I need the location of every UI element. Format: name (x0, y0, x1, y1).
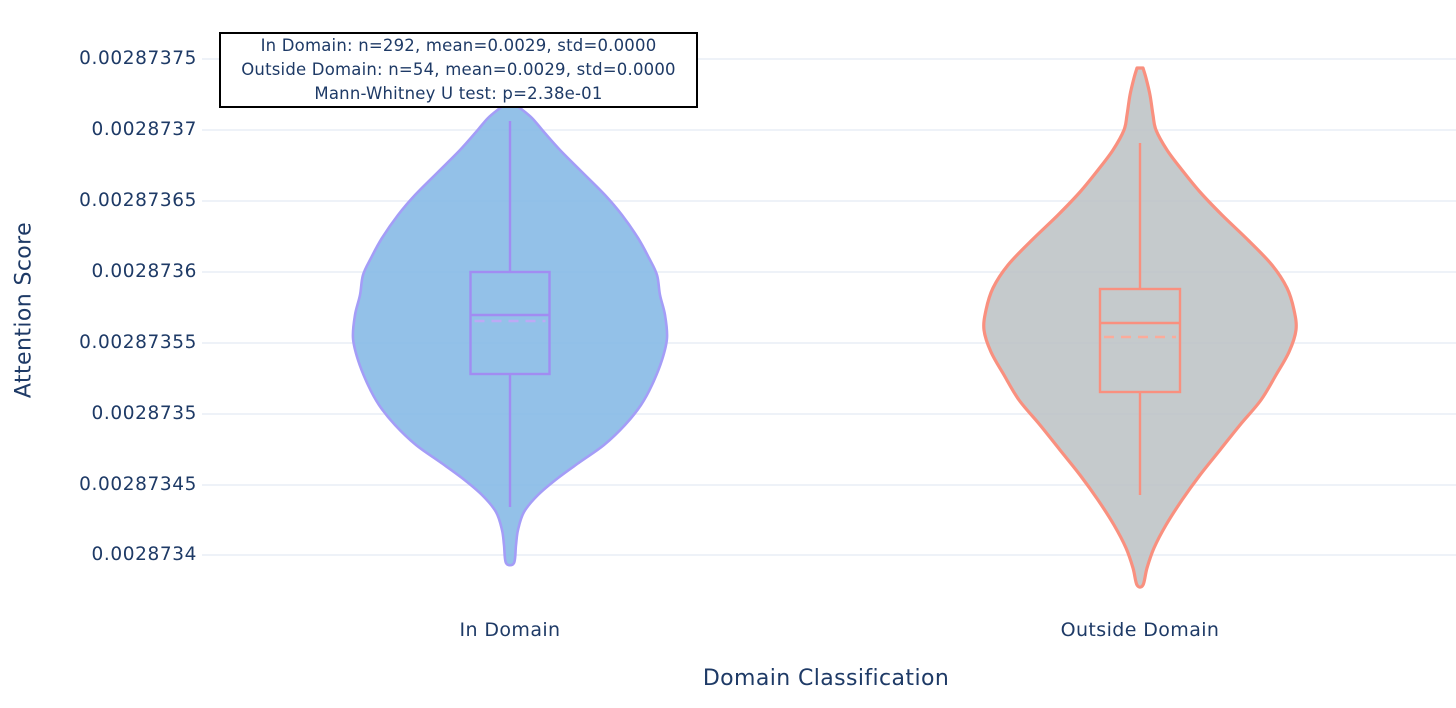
y-tick-label: 0.0028735 (91, 403, 197, 424)
y-tick-label: 0.00287365 (79, 190, 197, 211)
annotation-line-mann-whitney: Mann-Whitney U test: p=2.38e-01 (314, 84, 603, 103)
y-tick-label: 0.00287375 (79, 48, 197, 69)
annotation-line-in-domain: In Domain: n=292, mean=0.0029, std=0.000… (260, 36, 657, 55)
iqr-box (1098, 287, 1182, 394)
violin-group-outside-domain (982, 66, 1298, 589)
y-axis-title: Attention Score (11, 221, 37, 399)
y-tick-label: 0.00287355 (79, 332, 197, 353)
y-tick-label: 0.0028737 (91, 119, 197, 140)
y-tick-label: 0.00287345 (79, 474, 197, 495)
violin-group-in-domain (351, 100, 669, 567)
violin-shape-outside-domain (982, 66, 1298, 589)
y-tick-label: 0.0028734 (91, 544, 197, 565)
x-axis-title: Domain Classification (702, 666, 950, 691)
annotation-line-outside-domain: Outside Domain: n=54, mean=0.0029, std=0… (241, 60, 676, 79)
y-tick-label: 0.0028736 (91, 261, 197, 282)
violins-layer (351, 66, 1298, 589)
violin-shape-in-domain (351, 100, 669, 567)
iqr-box (469, 270, 551, 376)
stats-annotation-box: In Domain: n=292, mean=0.0029, std=0.000… (219, 32, 698, 108)
x-category-label-in-domain: In Domain (459, 619, 561, 641)
x-category-label-outside-domain: Outside Domain (1060, 619, 1220, 641)
